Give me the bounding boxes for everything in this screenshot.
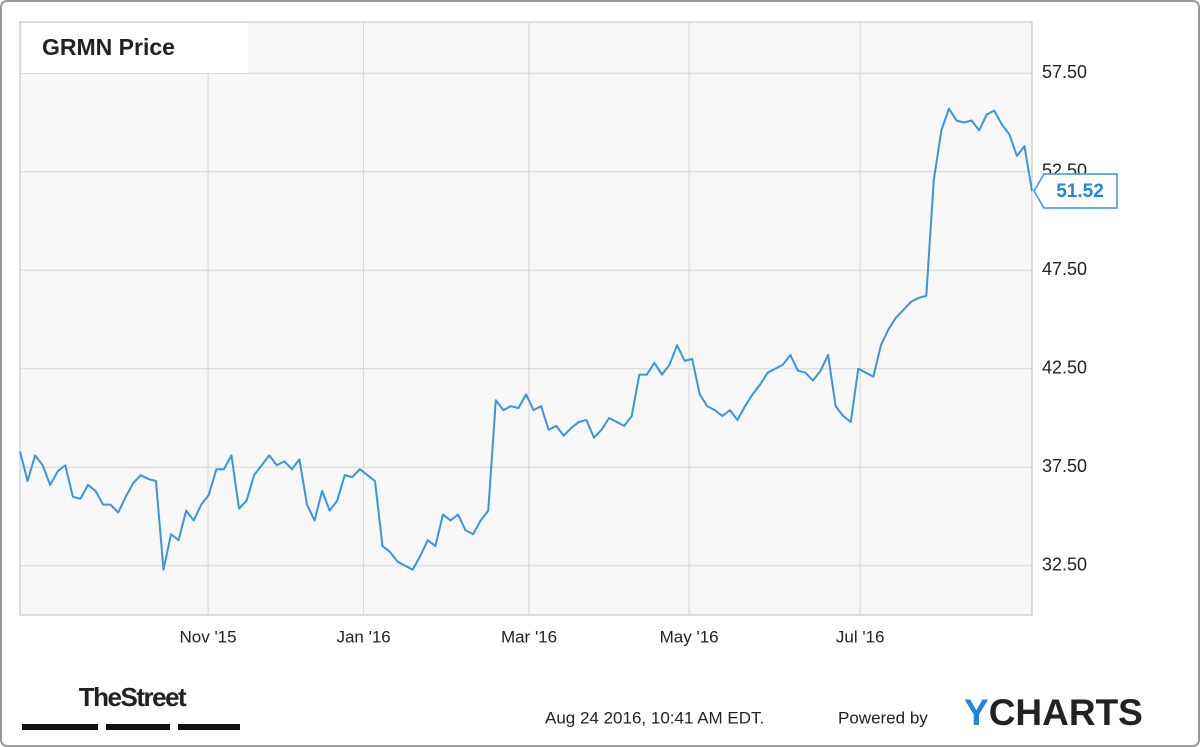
timestamp: Aug 24 2016, 10:41 AM EDT. — [545, 708, 764, 727]
x-tick-label: May '16 — [660, 627, 719, 646]
x-tick-label: Mar '16 — [501, 627, 557, 646]
powered-by: Powered by — [838, 708, 928, 727]
logo-bar — [22, 724, 98, 730]
price-line — [19, 107, 1033, 571]
y-tick-label: 47.50 — [1042, 259, 1087, 279]
x-tick-label: Jul '16 — [836, 627, 885, 646]
y-tick-label: 42.50 — [1042, 357, 1087, 377]
logo-bar — [106, 724, 170, 730]
logo-bar — [178, 724, 240, 730]
x-tick-label: Nov '15 — [179, 627, 236, 646]
last-value-label: 51.52 — [1056, 181, 1104, 202]
x-tick-label: Jan '16 — [336, 627, 390, 646]
thestreet-logo: TheStreet — [79, 682, 187, 712]
chart-title: GRMN Price — [42, 34, 175, 60]
ycharts-logo: YCHARTS — [964, 692, 1143, 733]
y-tick-label: 32.50 — [1042, 554, 1087, 574]
last-value-tag: 51.52 — [1033, 173, 1118, 209]
tag-box — [1033, 173, 1118, 209]
y-tick-label: 37.50 — [1042, 456, 1087, 476]
y-tick-label: 57.50 — [1042, 62, 1087, 82]
plot-area — [19, 21, 1033, 616]
title-box — [22, 23, 248, 73]
